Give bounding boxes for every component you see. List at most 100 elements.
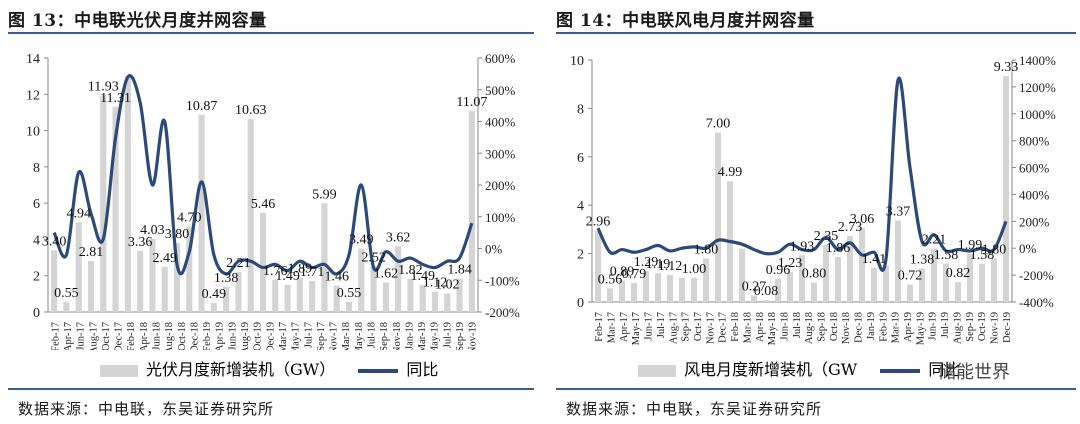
bar xyxy=(991,258,997,302)
data-label: 1.58 xyxy=(934,248,959,263)
y-tick-label-right: -100% xyxy=(485,273,520,288)
bar xyxy=(787,272,793,302)
title-rule xyxy=(556,32,1076,34)
x-tick-label: Aug-18 xyxy=(804,312,815,344)
data-label: 1.99 xyxy=(958,238,983,253)
data-label: 2.96 xyxy=(586,214,611,229)
bar xyxy=(149,238,156,312)
data-label: 1.58 xyxy=(970,248,995,263)
bar xyxy=(161,266,168,312)
y-tick-label-right: 0% xyxy=(485,242,503,257)
x-tick-label: Feb-19 xyxy=(878,312,889,342)
y-tick-label-right: 300% xyxy=(485,146,516,161)
bar xyxy=(799,255,805,302)
y-tick-label-right: 100% xyxy=(485,210,516,225)
x-tick-label: Aug-17 xyxy=(668,312,679,344)
y-tick-label-right: 1200% xyxy=(1019,80,1056,95)
legend-bar-label: 光伏月度新增装机（GW） xyxy=(146,360,336,379)
bar xyxy=(51,250,58,312)
x-tick-label: Apr-19 xyxy=(903,312,914,342)
x-tick-label: Apr-17 xyxy=(619,312,630,342)
legend-line-label: 同比 xyxy=(928,360,961,379)
chart-legend: 风电月度新增装机（GW 同比 xyxy=(638,356,978,380)
x-tick-label: Jun-19 xyxy=(227,322,238,350)
data-label: 3.37 xyxy=(886,204,911,219)
data-label: 0.79 xyxy=(622,267,647,282)
x-tick-label: Dec-19 xyxy=(265,322,276,350)
y-tick-label-left: 8 xyxy=(577,102,584,117)
x-tick-label: Nov-17 xyxy=(705,312,716,344)
x-tick-label: Nov-19 xyxy=(468,322,479,350)
x-tick-label: Mar-19 xyxy=(891,312,902,343)
data-label: 7.00 xyxy=(706,117,731,132)
x-tick-label: Feb-19 xyxy=(202,322,213,350)
data-label: 3.80 xyxy=(165,227,190,242)
yoy-line xyxy=(596,76,1008,272)
x-tick-label: Jul-18 xyxy=(792,312,803,338)
legend-item-bar: 风电月度新增装机（GW xyxy=(638,356,857,380)
data-label: 4.70 xyxy=(177,211,202,226)
y-tick-label-left: 2 xyxy=(33,270,40,285)
x-tick-label: Dec-17 xyxy=(114,322,125,350)
x-tick-label: Jan-19 xyxy=(866,312,877,340)
bar xyxy=(907,284,913,302)
data-label: 1.93 xyxy=(790,239,815,254)
source-rule xyxy=(8,388,534,390)
y-tick-label-right: -400% xyxy=(1019,295,1054,310)
bar xyxy=(468,111,475,312)
bar xyxy=(967,253,973,302)
bar xyxy=(210,303,217,312)
bar xyxy=(859,227,865,302)
bar xyxy=(847,235,853,302)
data-label: 9.33 xyxy=(994,60,1019,75)
chart-title: 图 13：中电联光伏月度并网容量 xyxy=(8,11,267,31)
x-tick-label: Jul-17 xyxy=(656,312,667,338)
bar xyxy=(607,288,613,302)
y-tick-label-right: 1000% xyxy=(1019,107,1056,122)
yoy-line xyxy=(52,74,474,276)
y-tick-label-left: 10 xyxy=(26,125,40,140)
y-tick-label-right: 500% xyxy=(485,83,516,98)
bar xyxy=(186,226,193,312)
x-tick-label: Jan-19 xyxy=(404,322,415,350)
bar xyxy=(309,280,316,312)
y-tick-label-left: 6 xyxy=(577,151,584,166)
data-label: 3.49 xyxy=(349,233,374,248)
data-label: 1.00 xyxy=(682,262,707,277)
x-tick-label: May-17 xyxy=(631,312,642,345)
data-label: 4.03 xyxy=(140,223,165,238)
y-tick-label-right: 200% xyxy=(1019,214,1050,229)
data-label: 0.49 xyxy=(202,287,227,302)
bar xyxy=(979,263,985,302)
bar xyxy=(75,222,82,312)
bar xyxy=(124,76,131,312)
data-label: 1.86 xyxy=(826,241,851,256)
data-label: 2.52 xyxy=(361,250,386,265)
legend-item-line: 同比 xyxy=(880,356,960,380)
bar xyxy=(751,295,757,302)
data-label: 10.87 xyxy=(186,99,218,114)
x-tick-label: Sep-17 xyxy=(316,322,327,350)
x-tick-label: May-18 xyxy=(767,312,778,345)
x-tick-label: Nov-18 xyxy=(392,322,403,350)
data-label: 3.40 xyxy=(42,234,67,249)
data-label: 2.21 xyxy=(922,233,947,248)
x-tick-label: Jun-18 xyxy=(779,312,790,341)
bar xyxy=(667,274,673,302)
bar xyxy=(223,286,230,312)
data-label: 1.49 xyxy=(410,269,435,284)
bar xyxy=(955,282,961,302)
legend-bar-label: 风电月度新增装机（GW xyxy=(684,360,858,379)
x-tick-label: Jun-17 xyxy=(76,322,87,350)
bar xyxy=(643,270,649,302)
legend-line-swatch xyxy=(880,368,921,373)
x-tick-label: May-18 xyxy=(354,322,365,350)
x-tick-label: Apr-17 xyxy=(63,322,74,350)
watermark: 储能世界 xyxy=(938,362,1010,383)
data-label: 2.35 xyxy=(814,229,839,244)
bar xyxy=(382,282,389,312)
bar xyxy=(835,256,841,302)
y-tick-label-left: 10 xyxy=(570,54,584,69)
data-label: 1.12 xyxy=(423,276,448,291)
data-label: 1.62 xyxy=(374,267,399,282)
